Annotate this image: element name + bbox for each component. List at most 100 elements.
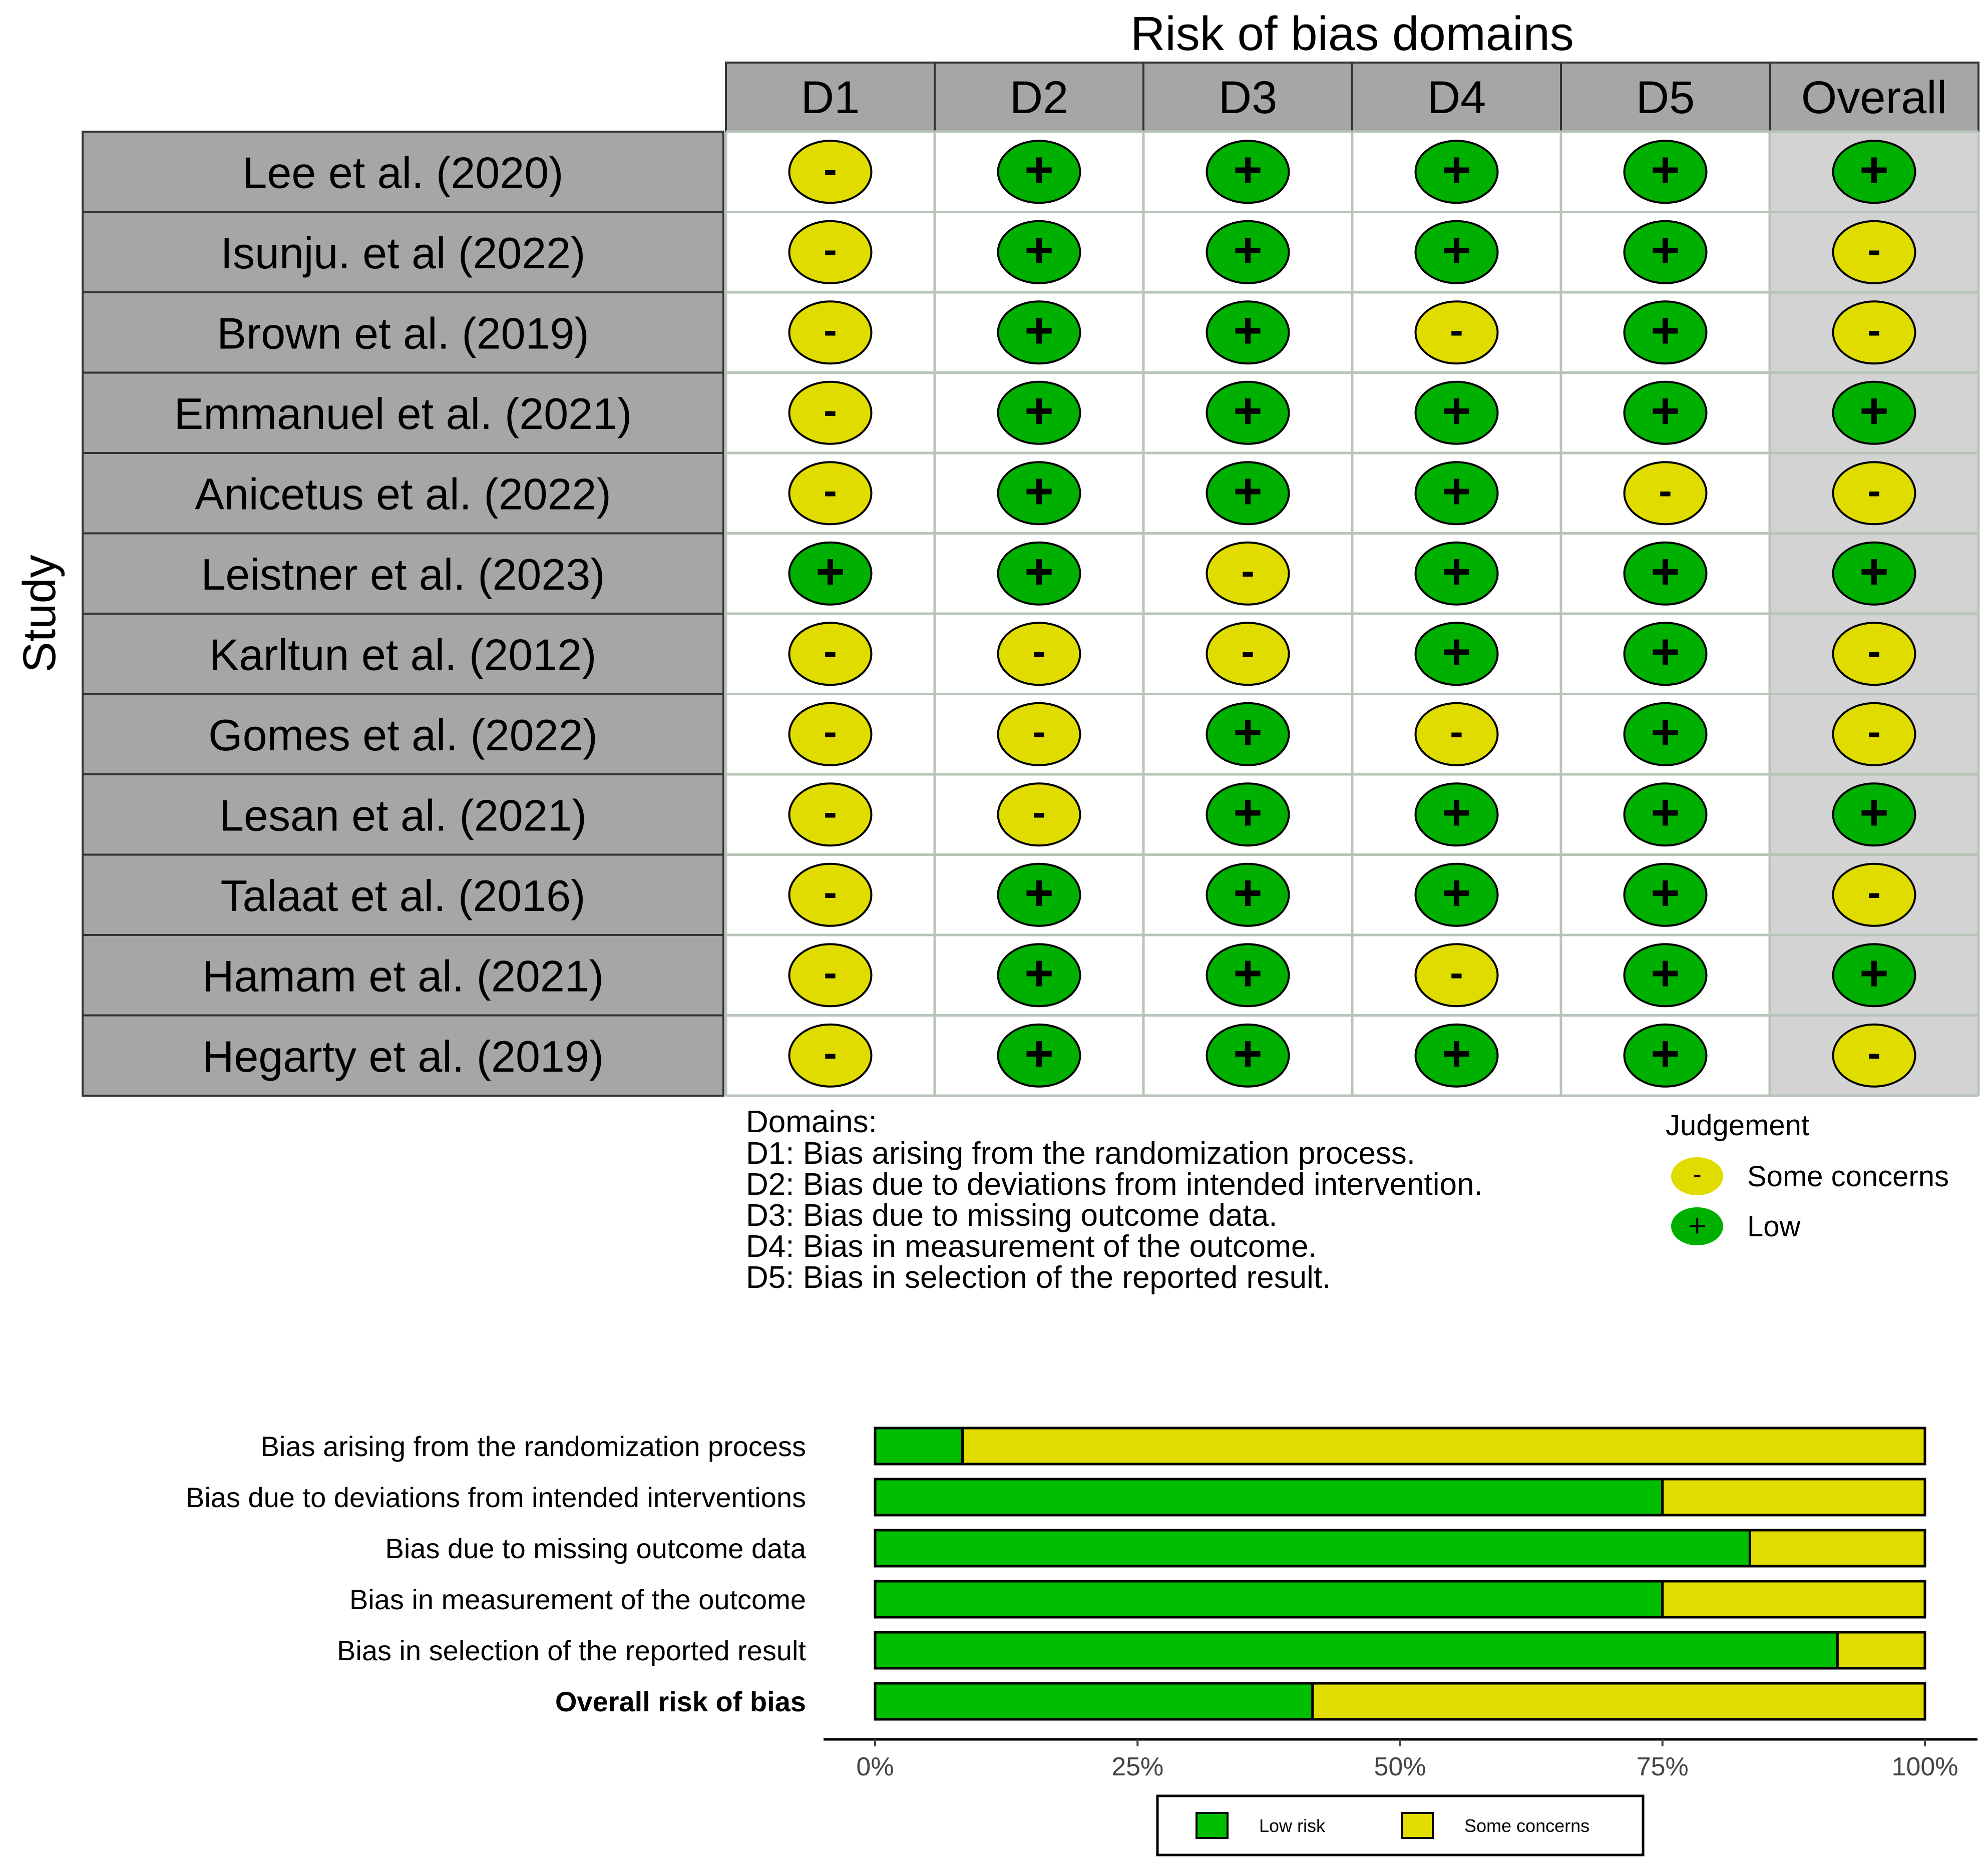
judgement-mark: -	[788, 782, 873, 847]
domain-description: D2: Bias due to deviations from intended…	[746, 1167, 1483, 1202]
svg-text:-: -	[824, 789, 837, 834]
judgement-mark: +	[1623, 380, 1708, 445]
svg-text:+: +	[1651, 865, 1680, 921]
svg-text:+: +	[1651, 383, 1680, 439]
judgement-mark: -	[788, 1023, 873, 1088]
study-label: Leistner et al. (2023)	[201, 550, 605, 599]
svg-text:+: +	[1651, 142, 1680, 198]
plot-title: Risk of bias domains	[1130, 7, 1574, 61]
judgement-mark: +	[997, 541, 1081, 606]
judgement-mark: +	[1623, 220, 1708, 284]
study-label-cell	[82, 613, 724, 695]
svg-text:+: +	[1651, 624, 1680, 680]
svg-text:+: +	[1442, 544, 1471, 600]
bar-legend-item: Low risk	[1196, 1812, 1326, 1839]
column-header-label: D4	[1427, 72, 1486, 123]
bar-segment	[874, 1631, 1839, 1670]
study-label-cell	[82, 773, 724, 856]
svg-text:-: -	[1450, 709, 1463, 754]
svg-text:-: -	[824, 709, 837, 754]
judgement-mark: +	[997, 140, 1081, 204]
summary-bar-chart: Bias arising from the randomization proc…	[186, 1427, 1977, 1856]
judgement-mark: +	[1206, 782, 1290, 847]
svg-text:+: +	[1651, 945, 1680, 1001]
study-label-cell	[82, 452, 724, 535]
svg-text:+: +	[1651, 302, 1680, 358]
judgement-mark: +	[1414, 782, 1499, 847]
judgement-mark: +	[1414, 380, 1499, 445]
judgement-mark: +	[1832, 541, 1916, 606]
judgement-legend-item: + Low	[1671, 1207, 1801, 1245]
svg-text:-: -	[824, 468, 837, 513]
svg-text:+: +	[1688, 1209, 1706, 1243]
judgement-mark: +	[1414, 541, 1499, 606]
svg-text:-: -	[1867, 629, 1881, 673]
bar-legend: Low risk Some concerns	[1156, 1794, 1645, 1856]
x-axis-tick-label: 25%	[1111, 1752, 1163, 1781]
svg-text:-: -	[1241, 629, 1255, 673]
study-label-cell	[82, 291, 724, 374]
svg-text:+: +	[1233, 945, 1262, 1001]
judgement-mark: +	[1623, 541, 1708, 606]
column-header-label: D3	[1219, 72, 1278, 123]
study-label: Lee et al. (2020)	[243, 148, 564, 197]
column-header-label: D1	[801, 72, 860, 123]
judgement-mark: +	[997, 461, 1081, 526]
judgement-mark: +	[1206, 300, 1290, 365]
judgement-mark: +	[1206, 702, 1290, 766]
judgement-mark: +	[1832, 140, 1916, 204]
svg-text:-: -	[824, 629, 837, 673]
judgement-mark: +	[997, 943, 1081, 1008]
judgement-mark: -	[788, 220, 873, 284]
judgement-mark: +	[1623, 622, 1708, 686]
svg-text:+: +	[1233, 142, 1262, 198]
svg-text:Some concerns: Some concerns	[1747, 1160, 1949, 1193]
svg-text:+: +	[1024, 142, 1053, 198]
svg-text:+: +	[1859, 544, 1888, 600]
svg-text:+: +	[1233, 222, 1262, 278]
column-header-label: D5	[1636, 72, 1695, 123]
svg-text:+: +	[1859, 383, 1888, 439]
bar-category-label: Bias due to missing outcome data	[385, 1533, 807, 1564]
judgement-mark: -	[1832, 220, 1916, 284]
domain-description: D3: Bias due to missing outcome data.	[746, 1198, 1277, 1233]
judgement-mark: -	[788, 300, 873, 365]
judgement-mark: -	[1206, 622, 1290, 686]
judgement-mark: -	[1414, 300, 1499, 365]
judgement-mark: +	[997, 300, 1081, 365]
x-axis-tick-label: 0%	[856, 1752, 894, 1781]
judgement-mark: -	[1832, 300, 1916, 365]
study-label: Lesan et al. (2021)	[219, 790, 587, 840]
svg-text:+: +	[1651, 704, 1680, 760]
judgement-legend-title: Judgement	[1666, 1109, 1809, 1142]
bar-category-label: Bias in measurement of the outcome	[349, 1584, 806, 1615]
judgement-mark: -	[997, 782, 1081, 847]
svg-text:+: +	[1442, 865, 1471, 921]
svg-text:+: +	[1651, 222, 1680, 278]
svg-text:+: +	[1233, 302, 1262, 358]
svg-text:-: -	[1867, 870, 1881, 914]
svg-text:+: +	[1024, 544, 1053, 600]
bar-segment	[1836, 1631, 1926, 1670]
svg-text:-: -	[824, 388, 837, 432]
svg-text:-: -	[1693, 1160, 1701, 1189]
domain-description: D1: Bias arising from the randomization …	[746, 1136, 1415, 1171]
bar-segment	[961, 1427, 1926, 1466]
x-axis-tick-label: 50%	[1374, 1752, 1426, 1781]
svg-text:-: -	[1867, 1031, 1881, 1075]
svg-text:+: +	[1233, 865, 1262, 921]
judgement-mark: +	[1414, 461, 1499, 526]
svg-text:-: -	[824, 227, 837, 272]
traffic-light-plot: Risk of bias domains D1 D2 D3 D4 D5 Overall Lee…	[14, 7, 1980, 1295]
judgement-mark: -	[788, 622, 873, 686]
judgement-mark: -	[788, 943, 873, 1008]
svg-text:-: -	[1032, 709, 1046, 754]
judgement-mark: -	[1832, 622, 1916, 686]
judgement-mark: +	[1206, 943, 1290, 1008]
svg-text:+: +	[1024, 865, 1053, 921]
judgement-mark: +	[1832, 380, 1916, 445]
x-axis-tick-label: 75%	[1637, 1752, 1689, 1781]
domains-legend: Domains:D1: Bias arising from the random…	[746, 1105, 1483, 1295]
judgement-mark: +	[997, 380, 1081, 445]
judgement-mark: +	[1623, 140, 1708, 204]
